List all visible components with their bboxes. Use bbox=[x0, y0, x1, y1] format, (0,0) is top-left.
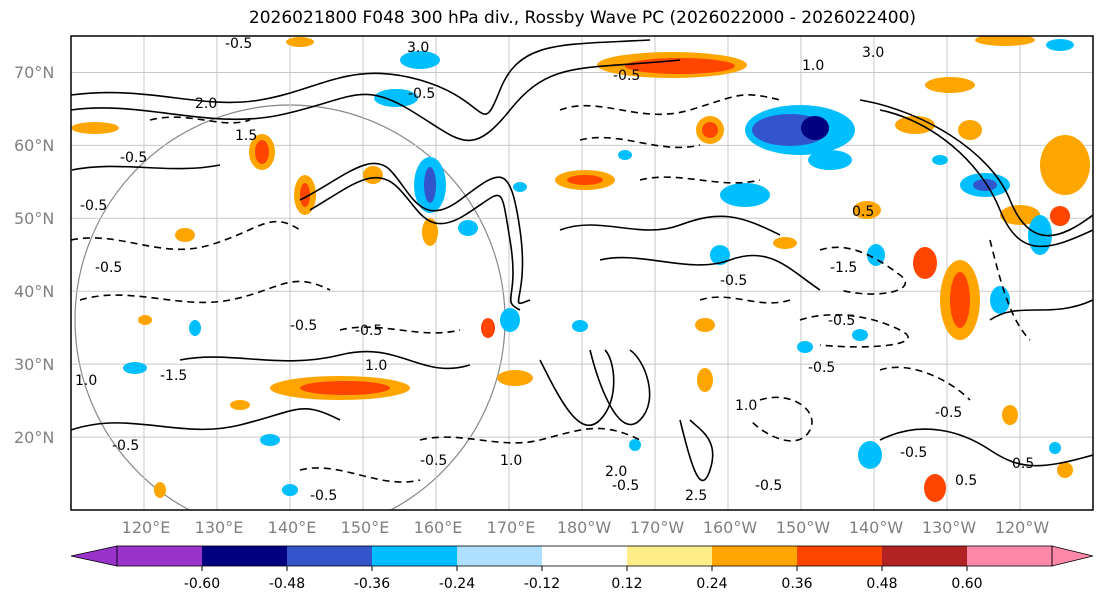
lon-label-160w: 160°W bbox=[703, 518, 758, 537]
lon-label-120e: 120°E bbox=[122, 518, 171, 537]
contour-label: -0.5 bbox=[112, 438, 139, 454]
contour-label: 2.0 bbox=[605, 464, 627, 480]
contour-label: -1.5 bbox=[160, 368, 187, 384]
contour-label: 0.5 bbox=[852, 204, 874, 220]
contour-label: 2.0 bbox=[195, 96, 217, 112]
colorbar-tick-label: -0.12 bbox=[524, 576, 560, 592]
contour-label: -0.5 bbox=[310, 488, 337, 504]
contour-label: 3.0 bbox=[407, 40, 429, 56]
lon-label-150e: 150°E bbox=[341, 518, 390, 537]
colorbar-segment bbox=[627, 546, 712, 566]
contour-label: -0.5 bbox=[612, 478, 639, 494]
colorbar-segment bbox=[797, 546, 882, 566]
contour-label: 1.0 bbox=[735, 398, 757, 414]
map-frame bbox=[70, 35, 1094, 511]
contour-label: 0.5 bbox=[955, 473, 977, 489]
contour-label: 1.5 bbox=[235, 128, 257, 144]
colorbar-tick-label: 0.60 bbox=[951, 576, 982, 592]
contour-labels: 3.0 -0.5 -0.5 3.0 -0.5 1.0 2.0 -0.5 1.5 … bbox=[75, 36, 1034, 504]
colorbar-tick-label: -0.24 bbox=[439, 576, 475, 592]
lon-label-150w: 150°W bbox=[776, 518, 831, 537]
contour-lines-negative bbox=[71, 94, 1031, 483]
contour-label: -0.5 bbox=[420, 453, 447, 469]
lat-label-60: 60°N bbox=[14, 136, 54, 155]
contour-label: -0.5 bbox=[120, 150, 147, 166]
contour-label: -1.5 bbox=[830, 260, 857, 276]
lon-label-170e: 170°E bbox=[487, 518, 536, 537]
contour-label: 2.5 bbox=[685, 488, 707, 504]
contour-label: -0.5 bbox=[225, 36, 252, 52]
lat-label-40: 40°N bbox=[14, 282, 54, 301]
contour-label: 1.0 bbox=[75, 373, 97, 389]
shaded-divergence bbox=[71, 36, 1090, 502]
lat-axis: 70°N 60°N 50°N 40°N 30°N 20°N bbox=[14, 63, 54, 447]
lon-label-160e: 160°E bbox=[414, 518, 463, 537]
contour-label: -0.5 bbox=[828, 313, 855, 329]
lon-label-170w: 170°W bbox=[630, 518, 685, 537]
contour-label: -0.5 bbox=[355, 323, 382, 339]
contour-label: -0.5 bbox=[935, 405, 962, 421]
contour-label: -0.5 bbox=[408, 86, 435, 102]
contour-label: 1.0 bbox=[802, 58, 824, 74]
colorbar-segment bbox=[202, 546, 287, 566]
colorbar-tick-label: -0.36 bbox=[354, 576, 390, 592]
colorbar-tick-label: 0.24 bbox=[696, 576, 727, 592]
colorbar-segment bbox=[712, 546, 797, 566]
contour-label: -0.5 bbox=[720, 273, 747, 289]
lon-label-140e: 140°E bbox=[268, 518, 317, 537]
contour-label: -0.5 bbox=[290, 318, 317, 334]
colorbar-segment bbox=[542, 546, 627, 566]
lon-label-130e: 130°E bbox=[195, 518, 244, 537]
lat-label-70: 70°N bbox=[14, 63, 54, 82]
contour-label: 1.0 bbox=[500, 453, 522, 469]
lat-label-30: 30°N bbox=[14, 355, 54, 374]
colorbar-tick-label: 0.12 bbox=[611, 576, 642, 592]
contour-label: 0.5 bbox=[1012, 456, 1034, 472]
contour-label: -0.5 bbox=[808, 360, 835, 376]
lon-label-140w: 140°W bbox=[849, 518, 904, 537]
contour-label: -0.5 bbox=[613, 68, 640, 84]
colorbar-extend-low bbox=[70, 545, 118, 567]
contour-label: -0.5 bbox=[95, 260, 122, 276]
colorbar-tick-label: -0.60 bbox=[184, 576, 220, 592]
colorbar-extend-high bbox=[1051, 545, 1094, 567]
colorbar-segment bbox=[117, 546, 202, 566]
colorbar-outline bbox=[116, 545, 1053, 567]
colorbar-tick-label: 0.36 bbox=[781, 576, 812, 592]
contour-label: 1.0 bbox=[365, 358, 387, 374]
lat-label-20: 20°N bbox=[14, 428, 54, 447]
lat-label-50: 50°N bbox=[14, 209, 54, 228]
contour-label: -0.5 bbox=[900, 445, 927, 461]
lon-axis: 120°E 130°E 140°E 150°E 160°E 170°E 180°… bbox=[122, 518, 1050, 537]
map-title: 2026021800 F048 300 hPa div., Rossby Wav… bbox=[248, 8, 917, 28]
lon-label-180w: 180°W bbox=[557, 518, 612, 537]
map-content: 3.0 -0.5 -0.5 3.0 -0.5 1.0 2.0 -0.5 1.5 … bbox=[71, 36, 1093, 510]
colorbar-tick-label: 0.48 bbox=[866, 576, 897, 592]
lon-label-120w: 120°W bbox=[995, 518, 1050, 537]
contour-lines bbox=[71, 39, 1093, 482]
colorbar-segment bbox=[457, 546, 542, 566]
colorbar-tick-label: -0.48 bbox=[269, 576, 305, 592]
colorbar: -0.60 -0.48 -0.36 -0.24 -0.12 0.12 0.24 … bbox=[70, 545, 1094, 592]
lon-label-130w: 130°W bbox=[922, 518, 977, 537]
contour-label: -0.5 bbox=[80, 198, 107, 214]
colorbar-segment bbox=[372, 546, 457, 566]
colorbar-segment bbox=[882, 546, 967, 566]
contour-label: -0.5 bbox=[755, 478, 782, 494]
colorbar-segment bbox=[967, 546, 1052, 566]
colorbar-segment bbox=[287, 546, 372, 566]
contour-label: 3.0 bbox=[862, 45, 884, 61]
